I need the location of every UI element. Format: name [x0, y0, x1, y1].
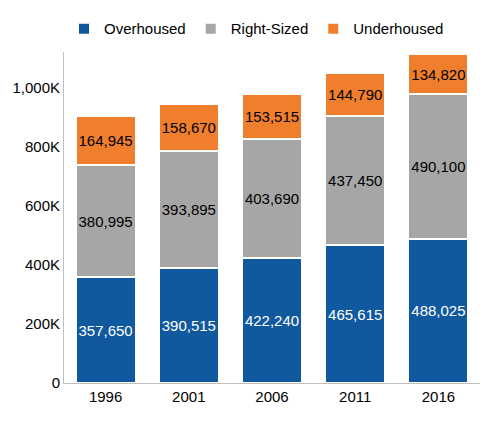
- svg-text:357,650: 357,650: [78, 322, 132, 339]
- svg-text:153,515: 153,515: [245, 108, 299, 125]
- svg-text:488,025: 488,025: [411, 302, 465, 319]
- svg-text:1,000K: 1,000K: [12, 79, 60, 96]
- svg-text:200K: 200K: [25, 315, 60, 332]
- svg-text:164,945: 164,945: [78, 132, 132, 149]
- svg-text:490,100: 490,100: [411, 158, 465, 175]
- svg-text:2011: 2011: [339, 388, 371, 405]
- svg-text:390,515: 390,515: [162, 317, 216, 334]
- svg-text:Right-Sized: Right-Sized: [231, 20, 309, 37]
- svg-text:Overhoused: Overhoused: [104, 20, 186, 37]
- svg-text:2016: 2016: [422, 388, 455, 405]
- svg-text:380,995: 380,995: [78, 213, 132, 230]
- svg-text:Underhoused: Underhoused: [353, 20, 443, 37]
- svg-text:465,615: 465,615: [328, 306, 382, 323]
- svg-text:0: 0: [52, 374, 60, 391]
- svg-text:2006: 2006: [255, 388, 288, 405]
- svg-text:422,240: 422,240: [245, 312, 299, 329]
- svg-text:158,670: 158,670: [162, 119, 216, 136]
- svg-text:400K: 400K: [25, 256, 60, 273]
- svg-text:134,820: 134,820: [411, 66, 465, 83]
- svg-text:2001: 2001: [172, 388, 205, 405]
- svg-text:144,790: 144,790: [328, 86, 382, 103]
- svg-text:393,895: 393,895: [162, 201, 216, 218]
- svg-text:600K: 600K: [25, 197, 60, 214]
- svg-text:1996: 1996: [89, 388, 122, 405]
- svg-text:800K: 800K: [25, 138, 60, 155]
- svg-text:437,450: 437,450: [328, 172, 382, 189]
- svg-text:403,690: 403,690: [245, 190, 299, 207]
